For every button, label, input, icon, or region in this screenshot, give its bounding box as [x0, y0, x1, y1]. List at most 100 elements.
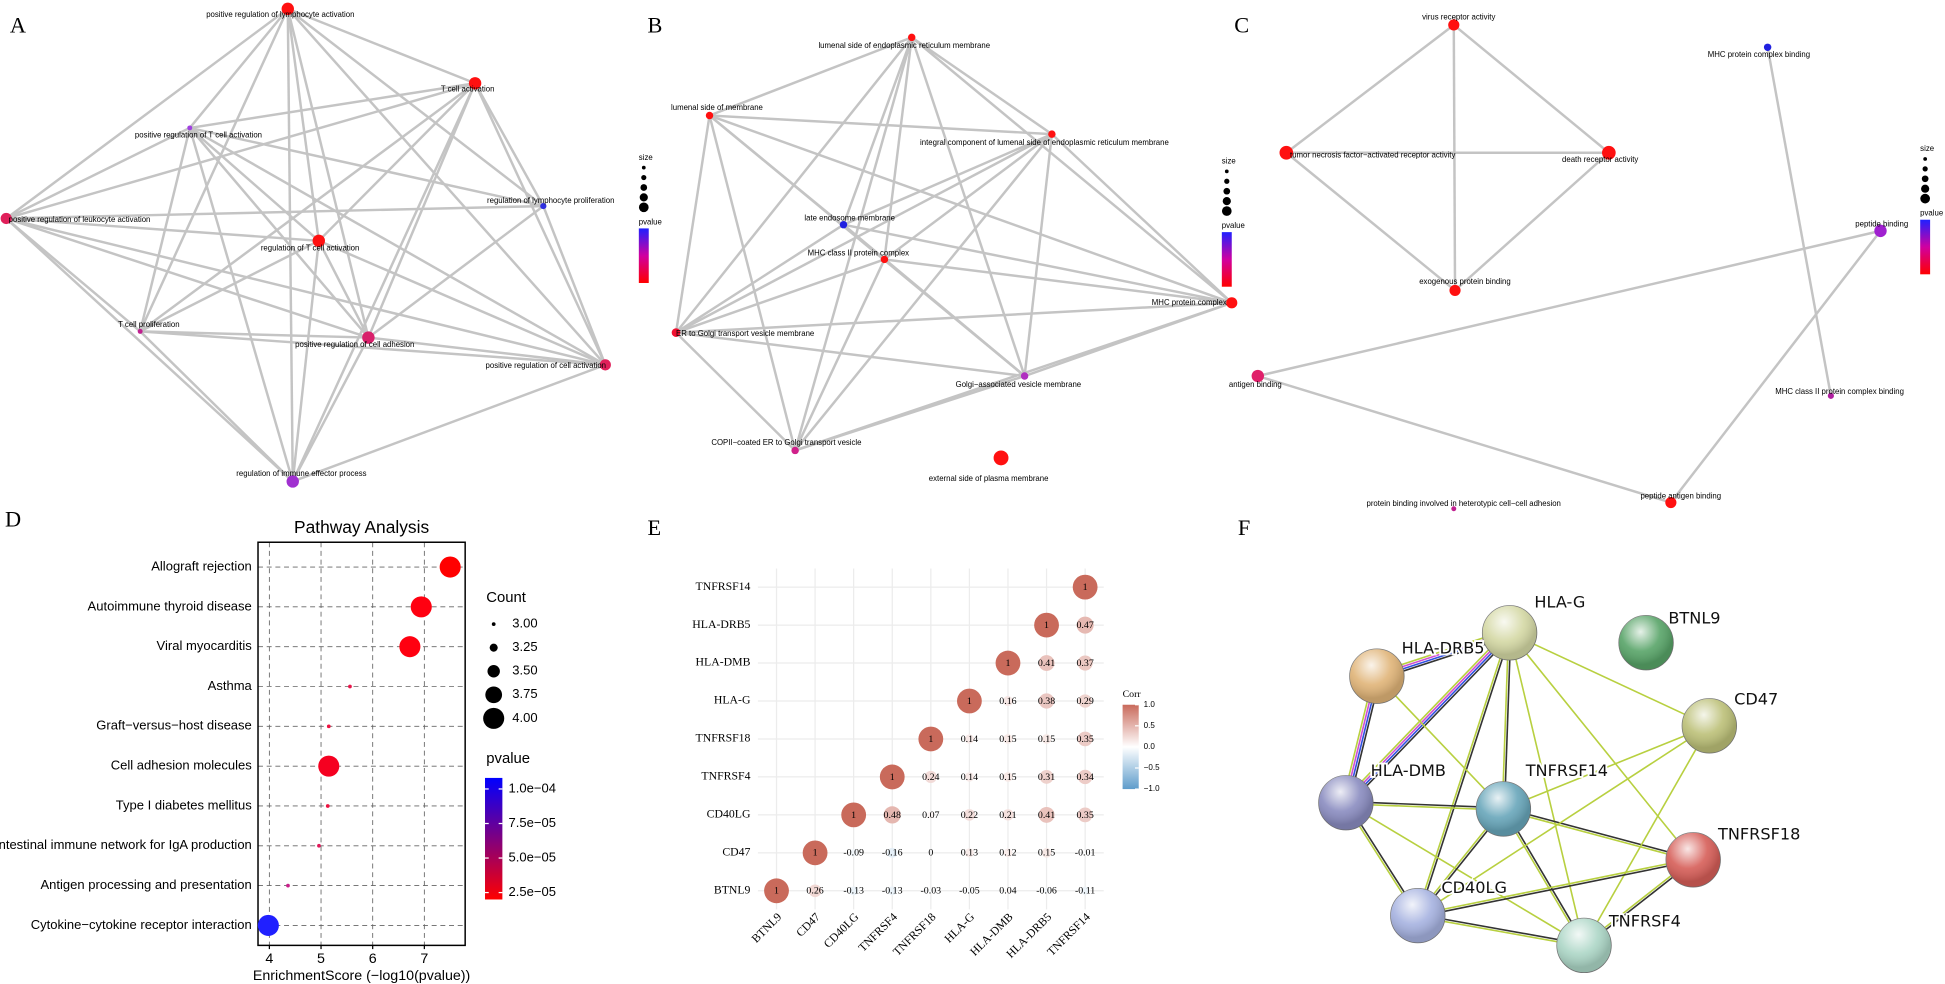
node-shine [1390, 888, 1446, 943]
node-label: regulation of T cell activation [261, 243, 360, 252]
legend-label: 7.5e−05 [509, 815, 556, 830]
corr-circle [928, 888, 933, 893]
node-shine [1682, 698, 1737, 754]
node-label: MHC class II protein complex [808, 248, 909, 257]
edge [292, 363, 606, 483]
y-tick-label: Autoimmune thyroid disease [88, 598, 252, 613]
node [137, 328, 143, 334]
node [705, 111, 714, 120]
protein-label: CD40LG [1441, 878, 1507, 897]
edge [140, 330, 369, 339]
panel-label: E [648, 515, 662, 540]
corr-value: 0.22 [961, 810, 978, 821]
corr-value: 1 [1044, 620, 1049, 631]
column-label: CD47 [794, 910, 823, 939]
legend-title: Corr [1123, 689, 1142, 700]
node [839, 220, 848, 229]
legend-dot [1921, 175, 1929, 183]
node-label: positive regulation of cell adhesion [295, 340, 414, 349]
edge [1376, 675, 1504, 810]
edge [675, 301, 1232, 334]
corr-value: 0.35 [1076, 734, 1093, 745]
legend-title: pvalue [1920, 209, 1943, 218]
edge [287, 7, 476, 85]
corr-value: -0.16 [882, 848, 903, 859]
corr-value: 0.35 [1076, 810, 1093, 821]
legend-dot [641, 165, 646, 170]
edge [188, 127, 370, 339]
corr-circle [1078, 694, 1092, 708]
node-shine [1318, 775, 1374, 831]
node-shine [1349, 648, 1405, 704]
column-label: BTNL9 [749, 910, 784, 945]
corr-circle [1038, 806, 1055, 823]
corr-circle [918, 726, 944, 752]
corr-value: 0.15 [999, 734, 1016, 745]
corr-value: -0.09 [843, 848, 864, 859]
dot [257, 914, 279, 936]
panel-label: D [5, 506, 21, 531]
node-label: exogenous protein binding [1419, 277, 1510, 286]
corr-circle [879, 764, 905, 790]
node-shine [1618, 615, 1674, 671]
corr-value: -0.06 [1036, 886, 1057, 897]
corr-circle [841, 802, 867, 828]
edge [1417, 860, 1694, 918]
node [1665, 496, 1677, 509]
legend-label: 1.0 [1144, 700, 1156, 709]
panel-label: F [1238, 515, 1250, 540]
dot [399, 636, 421, 658]
legend-label: −0.5 [1144, 763, 1160, 772]
row-label: HLA-DMB [696, 656, 751, 669]
corr-circle [1003, 696, 1013, 706]
legend-dot [641, 174, 647, 181]
edge [188, 8, 289, 129]
corr-value: 0.29 [1076, 696, 1093, 707]
node-label: MHC protein complex binding [1708, 50, 1810, 59]
dot [318, 755, 340, 777]
edge [188, 126, 320, 242]
corr-value: 1 [967, 696, 972, 707]
edge [1344, 631, 1510, 803]
row-label: TNFRSF4 [701, 770, 750, 783]
edge [286, 8, 321, 241]
corr-value: 1 [1005, 658, 1010, 669]
node-label: positive regulation of leukocyte activat… [9, 215, 151, 224]
y-tick-label: Type I diabetes mellitus [116, 797, 253, 812]
legend-label: 3.50 [512, 663, 537, 678]
corr-circle [964, 734, 975, 744]
edge [317, 240, 370, 339]
node-label: integral component of lumenal side of en… [920, 138, 1169, 147]
edge [1503, 807, 1694, 860]
edge [5, 217, 369, 339]
protein-label: HLA-DRB5 [1402, 638, 1485, 657]
edge [1342, 629, 1508, 801]
edge [884, 258, 1232, 305]
node [1020, 372, 1029, 380]
x-tick-label: 6 [369, 951, 377, 967]
legend-title: size [1222, 156, 1236, 165]
edge [140, 330, 606, 367]
row-label: BTNL9 [714, 884, 751, 897]
edge [843, 223, 1232, 305]
edge [675, 331, 796, 452]
corr-circle [956, 688, 982, 714]
node [1763, 43, 1772, 52]
legend-label: 3.75 [512, 686, 537, 701]
node [1451, 506, 1457, 512]
edge [188, 127, 294, 482]
node-label: regulation of immune effector process [236, 469, 366, 478]
dot [326, 724, 331, 729]
edge [5, 126, 191, 220]
corr-value: 1 [1083, 582, 1088, 593]
edge [1347, 634, 1513, 806]
edge [1417, 725, 1710, 917]
corr-circle [802, 840, 828, 866]
corr-circle [1077, 655, 1093, 671]
edge [1418, 632, 1512, 917]
corr-circle [1038, 693, 1055, 709]
edge [910, 36, 1233, 304]
edge [1766, 47, 1833, 397]
node-label: positive regulation of T cell activation [135, 130, 262, 139]
corr-circle [1003, 848, 1013, 858]
